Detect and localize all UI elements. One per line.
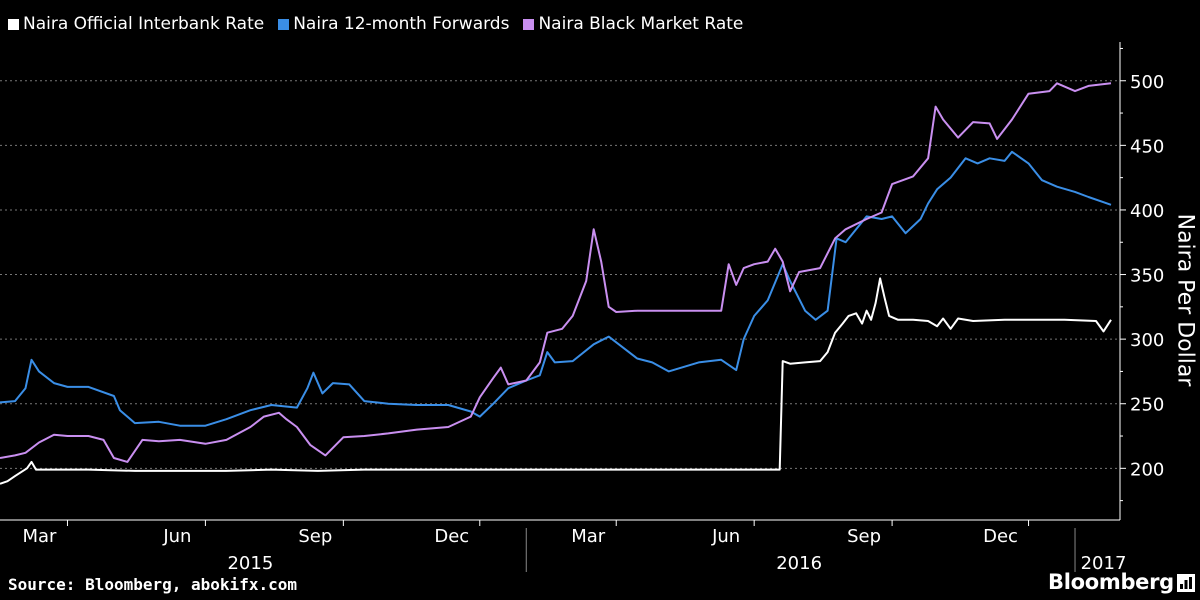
x-tick-label: Jun xyxy=(711,526,740,547)
x-tick-label: Dec xyxy=(983,526,1018,547)
legend-label-forwards: Naira 12-month Forwards xyxy=(293,14,510,34)
series-line-interbank xyxy=(0,277,1112,485)
legend-label-black-market: Naira Black Market Rate xyxy=(538,14,744,34)
y-tick-label: 450 xyxy=(1130,136,1164,157)
x-tick-label: Mar xyxy=(571,526,606,547)
x-tick-label: Sep xyxy=(847,526,881,547)
source-note: Source: Bloomberg, abokifx.com xyxy=(8,575,297,594)
year-label: 2016 xyxy=(776,553,822,574)
legend-swatch-black-market xyxy=(523,18,535,30)
legend-item-forwards: Naira 12-month Forwards xyxy=(278,14,509,34)
bloomberg-mark-icon xyxy=(1177,574,1195,592)
x-tick-label: Mar xyxy=(22,526,57,547)
bloomberg-logo: Bloomberg xyxy=(1048,570,1174,594)
y-tick-label: 250 xyxy=(1130,395,1164,416)
legend: Naira Official Interbank Rate Naira 12-m… xyxy=(8,14,743,34)
y-tick-label: 200 xyxy=(1130,459,1164,480)
legend-swatch-forwards xyxy=(278,18,290,30)
legend-swatch-interbank xyxy=(8,18,19,30)
year-label: 2017 xyxy=(1081,553,1127,574)
x-tick-label: Sep xyxy=(298,526,332,547)
y-tick-label: 350 xyxy=(1130,266,1164,287)
series-line-black-market xyxy=(0,82,1112,463)
legend-item-black-market: Naira Black Market Rate xyxy=(523,14,743,34)
x-tick-label: Jun xyxy=(162,526,191,547)
legend-item-interbank: Naira Official Interbank Rate xyxy=(8,14,264,34)
series-line-forwards xyxy=(0,150,1112,427)
y-axis-label: Naira Per Dollar xyxy=(1172,213,1198,387)
y-tick-label: 500 xyxy=(1130,72,1164,93)
year-label: 2015 xyxy=(227,553,273,574)
y-tick-label: 300 xyxy=(1130,330,1164,351)
y-tick-label: 400 xyxy=(1130,201,1164,222)
x-tick-label: Dec xyxy=(434,526,469,547)
legend-label-interbank: Naira Official Interbank Rate xyxy=(23,14,265,34)
